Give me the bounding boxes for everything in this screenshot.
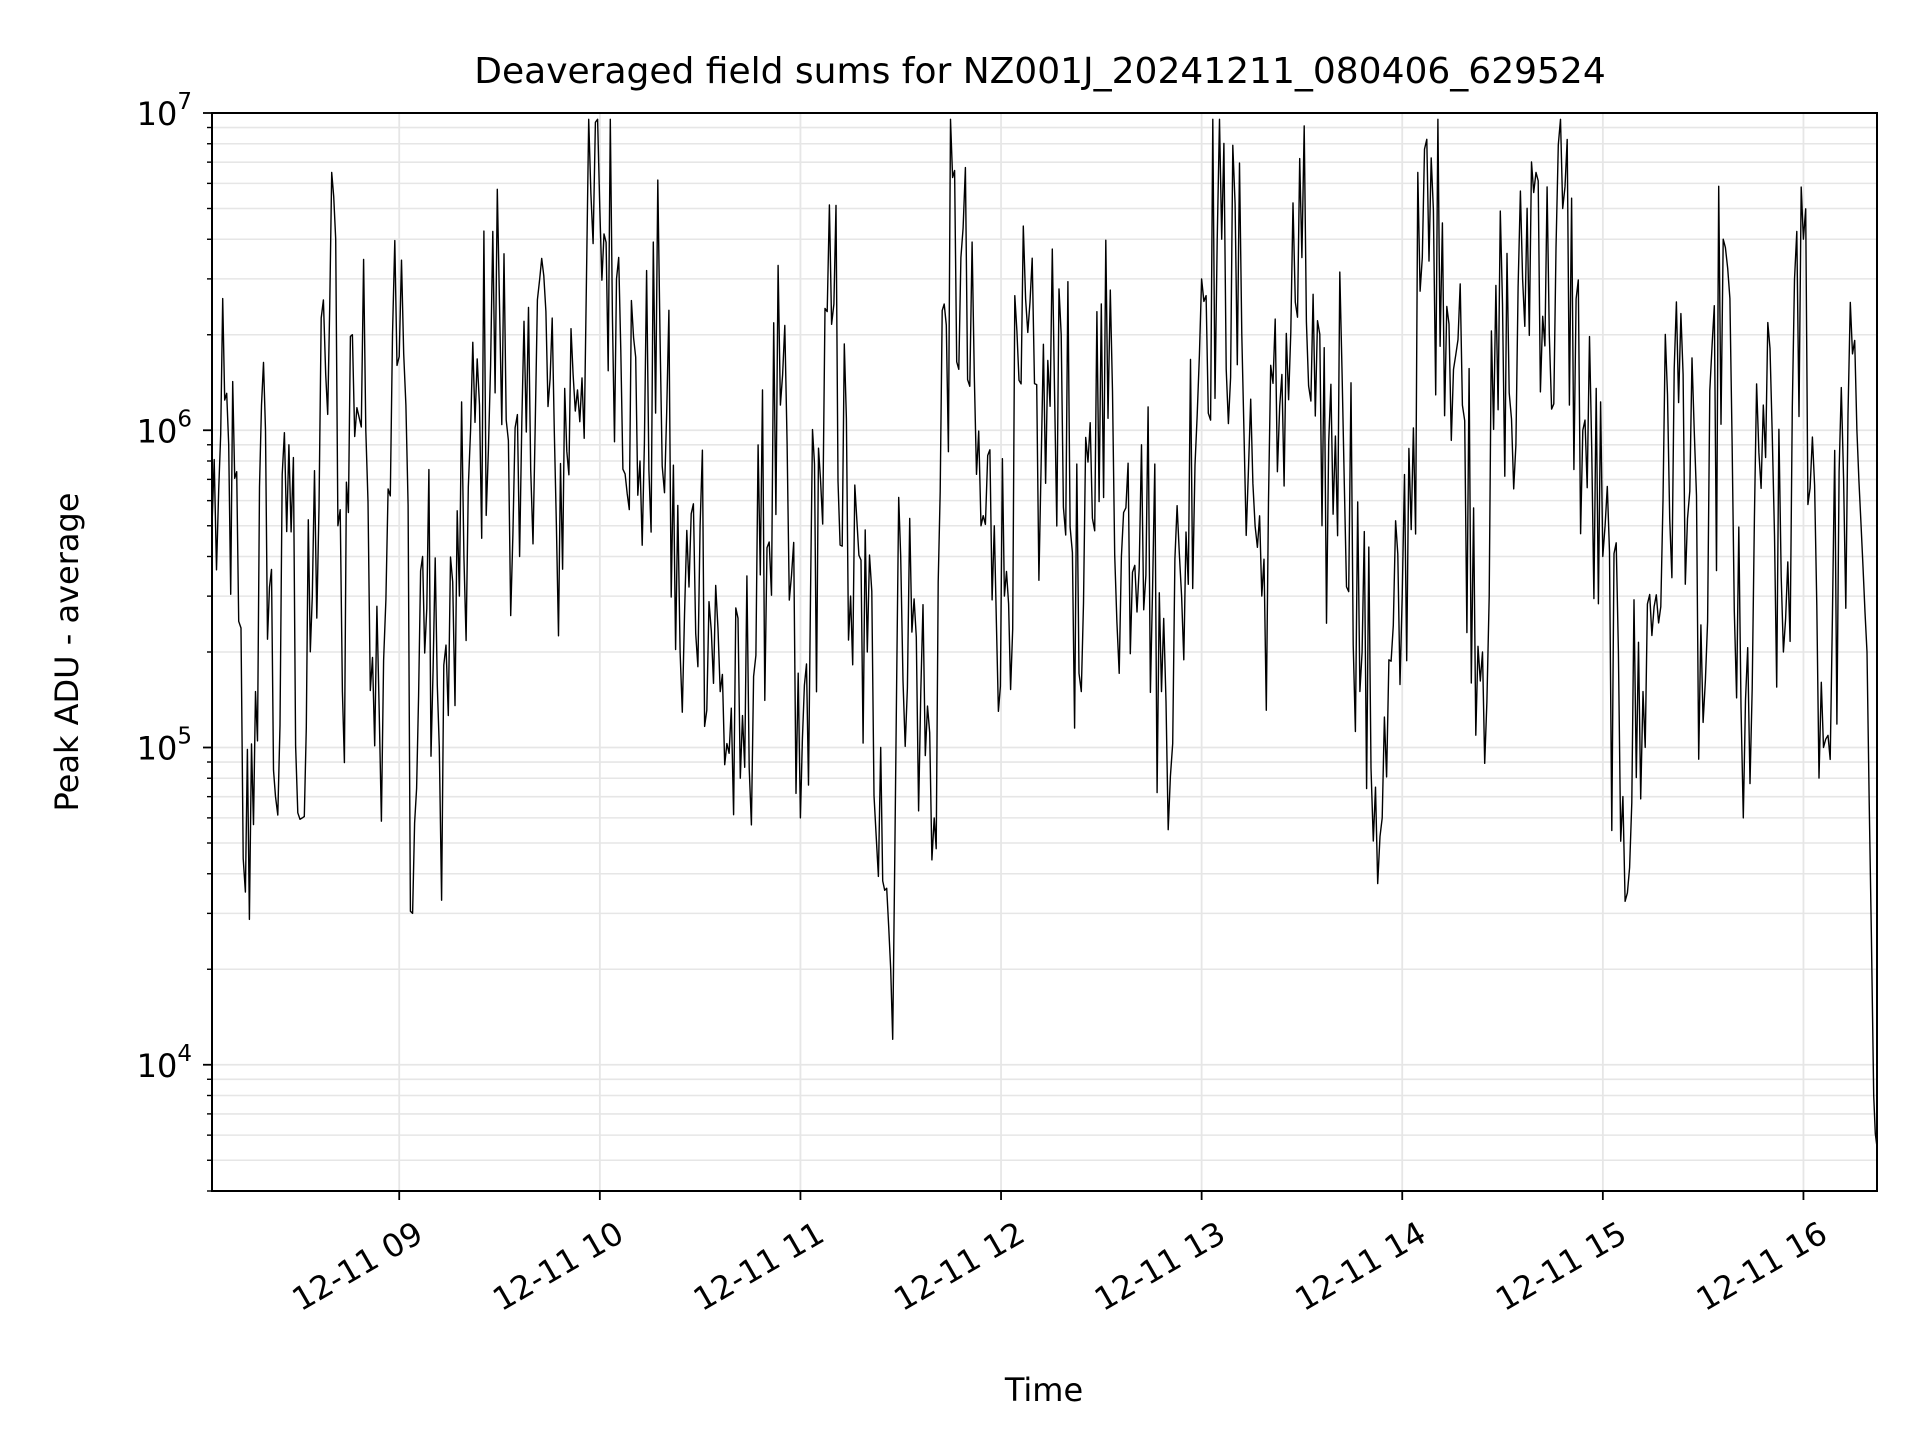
chart-title: Deaveraged field sums for NZ001J_2024121… — [474, 51, 1605, 92]
x-axis-label: Time — [1004, 1371, 1083, 1409]
series-line — [212, 118, 1877, 1148]
y-axis-label: Peak ADU - average — [48, 493, 86, 812]
plot-frame — [211, 112, 1878, 1192]
